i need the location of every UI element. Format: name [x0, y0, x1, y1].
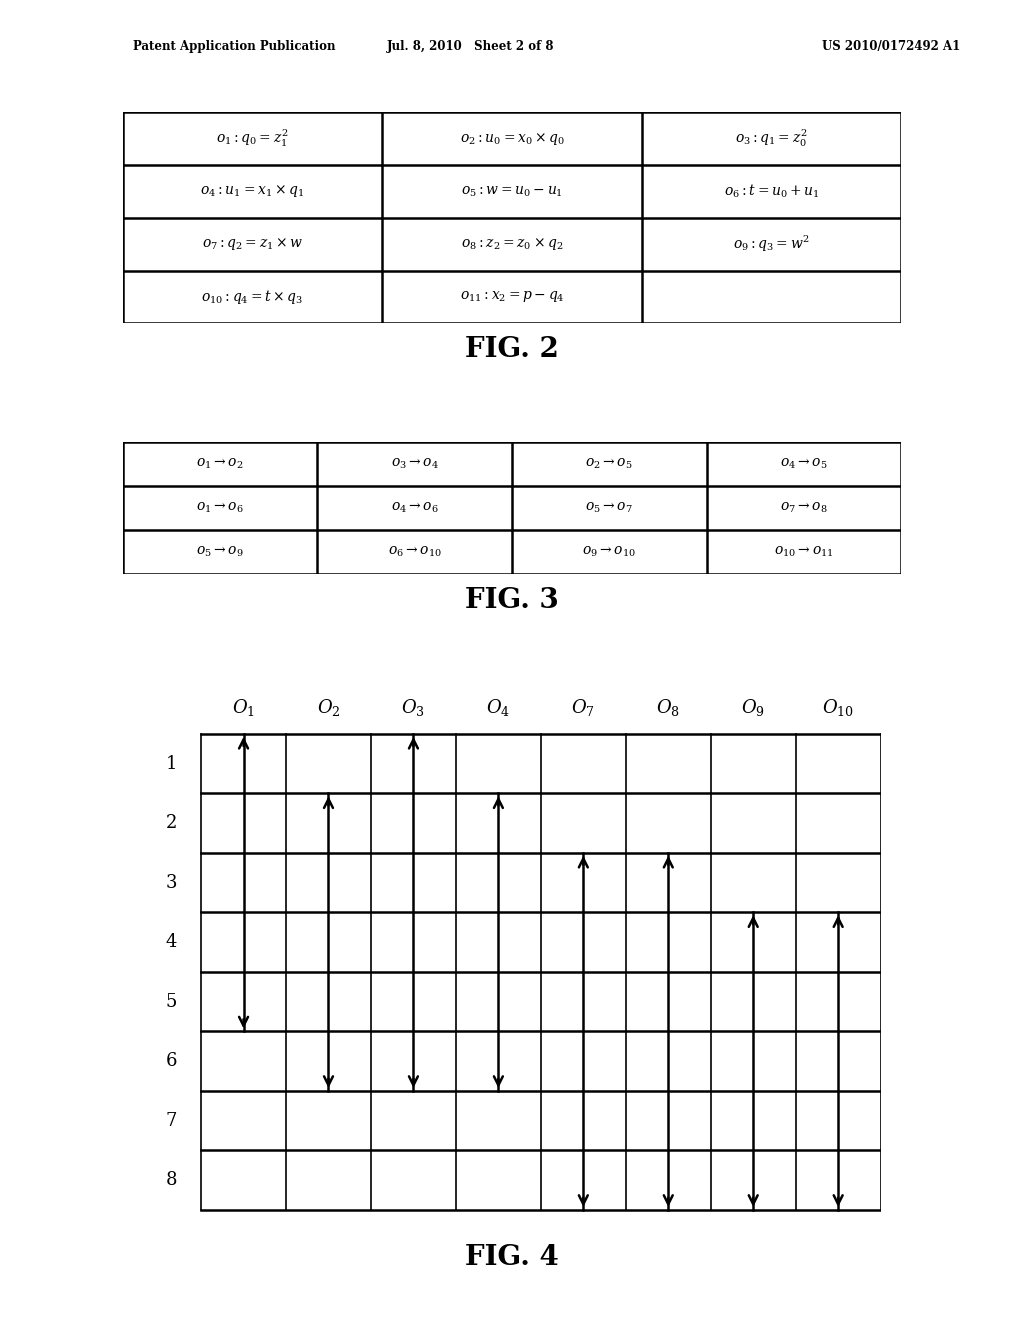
Text: $O_4$: $O_4$: [486, 697, 510, 718]
Text: $o_4 \rightarrow o_5$: $o_4 \rightarrow o_5$: [780, 457, 827, 471]
Text: $o_7 \rightarrow o_8$: $o_7 \rightarrow o_8$: [780, 502, 827, 515]
Text: $O_2$: $O_2$: [316, 697, 340, 718]
Text: $o_6 : t = u_0 + u_1$: $o_6 : t = u_0 + u_1$: [724, 182, 819, 201]
Text: $o_4 \rightarrow o_6$: $o_4 \rightarrow o_6$: [391, 502, 438, 515]
Text: Jul. 8, 2010   Sheet 2 of 8: Jul. 8, 2010 Sheet 2 of 8: [387, 40, 555, 53]
Text: $o_1 : q_0 = z_1^2$: $o_1 : q_0 = z_1^2$: [216, 128, 289, 149]
Text: $o_{11} : x_2 = p - q_4$: $o_{11} : x_2 = p - q_4$: [460, 289, 564, 305]
Text: $O_3$: $O_3$: [401, 697, 425, 718]
Text: FIG. 2: FIG. 2: [465, 337, 559, 363]
Text: $O_1$: $O_1$: [232, 697, 255, 718]
Text: $O_8$: $O_8$: [656, 697, 680, 718]
Text: $o_6 \rightarrow o_{10}$: $o_6 \rightarrow o_{10}$: [388, 545, 441, 560]
Text: 2: 2: [166, 814, 177, 832]
Text: $o_{10} : q_4 = t \times q_3$: $o_{10} : q_4 = t \times q_3$: [202, 288, 304, 306]
Text: $o_1 \rightarrow o_2$: $o_1 \rightarrow o_2$: [197, 457, 244, 471]
Text: $o_5 \rightarrow o_9$: $o_5 \rightarrow o_9$: [197, 545, 244, 560]
Text: 3: 3: [166, 874, 177, 891]
Text: FIG. 4: FIG. 4: [465, 1243, 559, 1271]
Text: $o_9 \rightarrow o_{10}$: $o_9 \rightarrow o_{10}$: [583, 545, 636, 560]
Text: Patent Application Publication: Patent Application Publication: [133, 40, 336, 53]
Text: 4: 4: [166, 933, 177, 952]
Text: $O_7$: $O_7$: [571, 697, 595, 718]
Text: $o_7 : q_2 = z_1 \times w$: $o_7 : q_2 = z_1 \times w$: [202, 236, 303, 252]
Text: $O_{10}$: $O_{10}$: [822, 697, 854, 718]
Text: $o_2 : u_0 = x_0 \times q_0$: $o_2 : u_0 = x_0 \times q_0$: [460, 131, 564, 147]
Text: $O_9$: $O_9$: [741, 697, 765, 718]
Text: 5: 5: [166, 993, 177, 1011]
Text: $o_1 \rightarrow o_6$: $o_1 \rightarrow o_6$: [197, 502, 244, 515]
Text: $o_3 : q_1 = z_0^2$: $o_3 : q_1 = z_0^2$: [735, 128, 808, 149]
Text: 1: 1: [166, 755, 177, 772]
Text: $o_5 \rightarrow o_7$: $o_5 \rightarrow o_7$: [586, 502, 633, 515]
Text: $o_8 : z_2 = z_0 \times q_2$: $o_8 : z_2 = z_0 \times q_2$: [461, 236, 563, 252]
Text: 6: 6: [166, 1052, 177, 1071]
Text: 7: 7: [166, 1111, 177, 1130]
Text: $o_3 \rightarrow o_4$: $o_3 \rightarrow o_4$: [391, 457, 438, 471]
Text: $o_2 \rightarrow o_5$: $o_2 \rightarrow o_5$: [586, 457, 633, 471]
Text: 8: 8: [166, 1171, 177, 1189]
Text: FIG. 3: FIG. 3: [465, 587, 559, 614]
Text: US 2010/0172492 A1: US 2010/0172492 A1: [821, 40, 961, 53]
Text: $o_4 : u_1 = x_1 \times q_1$: $o_4 : u_1 = x_1 \times q_1$: [201, 183, 305, 199]
Text: $o_{10} \rightarrow o_{11}$: $o_{10} \rightarrow o_{11}$: [774, 545, 834, 560]
Text: $o_9 : q_3 = w^2$: $o_9 : q_3 = w^2$: [733, 234, 810, 255]
Text: $o_5 : w = u_0 - u_1$: $o_5 : w = u_0 - u_1$: [461, 185, 563, 198]
